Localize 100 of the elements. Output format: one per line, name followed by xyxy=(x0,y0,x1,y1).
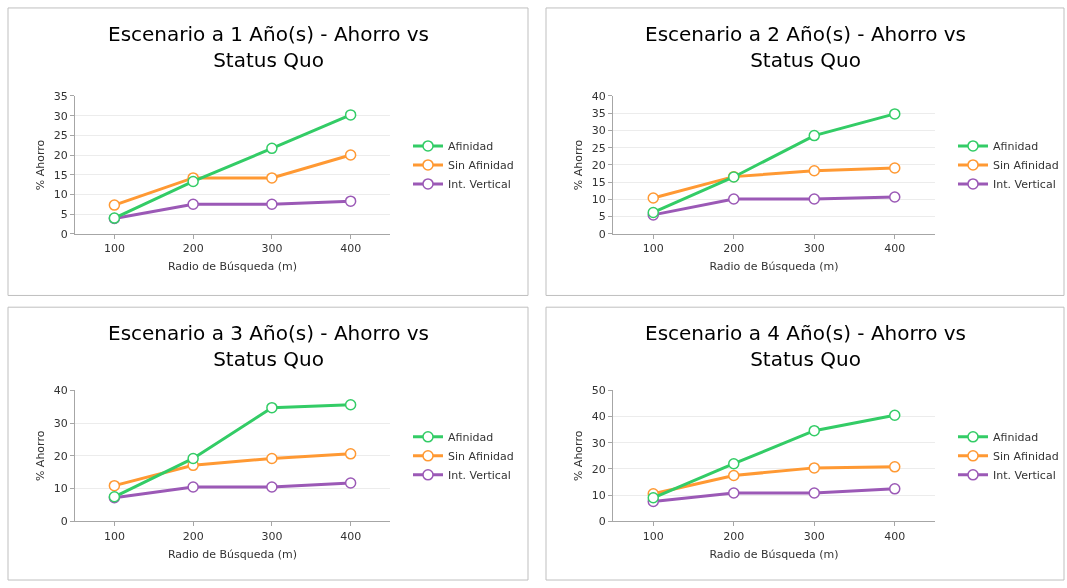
y-tick-label: 10 xyxy=(591,488,606,502)
y-tick-label: 0 xyxy=(60,227,68,241)
y-tick-label: 10 xyxy=(53,188,68,202)
point xyxy=(808,487,820,499)
x-tick-label: 400 xyxy=(340,242,362,256)
x-tick-label: 300 xyxy=(803,529,825,543)
y-axis-title: % Ahorro xyxy=(34,139,48,191)
x-axis-title: Radio de Búsqueda (m) xyxy=(167,547,298,561)
point xyxy=(808,165,820,177)
point xyxy=(344,448,357,460)
point xyxy=(889,409,901,421)
y-tick-label: 20 xyxy=(53,449,68,463)
y-tick-label: 5 xyxy=(598,210,606,224)
legend-label: Int. Vertical xyxy=(448,469,511,483)
legend-label: Int. Vertical xyxy=(448,178,511,192)
chart-title: Escenario a 2 Año(s) - Ahorro vs Status Quo xyxy=(645,22,967,72)
point xyxy=(344,109,357,121)
y-tick-label: 40 xyxy=(591,410,606,424)
x-tick-label: 400 xyxy=(884,242,906,256)
point xyxy=(808,129,820,142)
y-tick-label: 0 xyxy=(598,515,606,529)
x-tick-label: 100 xyxy=(642,242,664,256)
y-tick-label: 30 xyxy=(53,109,68,123)
legend-label: Sin Afinidad xyxy=(448,450,514,464)
y-tick-label: 20 xyxy=(591,462,606,476)
point xyxy=(889,162,901,174)
y-tick-label: 20 xyxy=(591,158,606,172)
legend-label: Sin Afinidad xyxy=(448,159,514,173)
legend-label: Int. Vertical xyxy=(993,178,1056,192)
chart-title: Escenario a 1 Año(s) - Ahorro vs Status Quo xyxy=(108,22,430,72)
y-tick-label: 20 xyxy=(53,148,68,162)
y-tick-label: 50 xyxy=(591,384,606,398)
point xyxy=(266,198,278,211)
point xyxy=(266,481,278,493)
x-tick-label: 100 xyxy=(642,529,664,543)
point xyxy=(647,192,659,204)
point xyxy=(344,398,357,411)
y-tick-label: 30 xyxy=(591,436,606,450)
x-tick-label: 300 xyxy=(803,242,825,256)
x-axis-title: Radio de Búsqueda (m) xyxy=(709,260,839,274)
point xyxy=(187,198,199,211)
point xyxy=(344,195,357,207)
point xyxy=(266,452,278,465)
y-tick-label: 0 xyxy=(60,515,68,529)
x-tick-label: 200 xyxy=(723,529,745,543)
point xyxy=(889,191,901,203)
y-tick-label: 10 xyxy=(53,482,68,496)
x-axis-title: Radio de Búsqueda (m) xyxy=(709,547,839,561)
legend-label: Sin Afinidad xyxy=(993,450,1059,464)
point xyxy=(108,199,121,211)
y-tick-label: 10 xyxy=(591,193,606,207)
point xyxy=(728,487,740,499)
y-tick-label: 5 xyxy=(60,208,68,222)
point xyxy=(889,461,901,473)
y-axis-title: % Ahorro xyxy=(572,430,586,482)
point xyxy=(344,477,357,489)
point xyxy=(808,193,820,205)
y-tick-label: 25 xyxy=(53,129,68,143)
y-tick-label: 40 xyxy=(591,89,606,103)
x-tick-label: 200 xyxy=(723,242,745,256)
point xyxy=(266,172,278,184)
legend-label: Sin Afinidad xyxy=(993,159,1059,173)
x-tick-label: 200 xyxy=(182,529,204,543)
y-tick-label: 40 xyxy=(53,384,68,398)
legend-label: Afinidad xyxy=(993,140,1039,154)
legend-label: Afinidad xyxy=(993,431,1039,445)
y-tick-label: 0 xyxy=(598,227,606,241)
y-tick-label: 35 xyxy=(53,89,68,103)
legend-label: Afinidad xyxy=(448,140,494,154)
point xyxy=(728,193,740,205)
y-tick-label: 15 xyxy=(591,176,606,189)
chart-title: Escenario a 4 Año(s) - Ahorro vs Status Quo xyxy=(645,321,967,371)
x-tick-label: 100 xyxy=(103,529,125,543)
point xyxy=(187,175,199,188)
point xyxy=(187,452,199,465)
x-tick-label: 400 xyxy=(884,529,906,543)
x-tick-label: 300 xyxy=(261,529,283,543)
y-tick-label: 25 xyxy=(591,141,606,155)
point xyxy=(728,469,740,482)
point xyxy=(266,401,278,414)
chart-title: Escenario a 3 Año(s) - Ahorro vs Status Quo xyxy=(108,321,430,371)
y-axis-title: % Ahorro xyxy=(34,430,48,482)
y-tick-label: 15 xyxy=(53,168,68,182)
point xyxy=(344,149,357,161)
legend-label: Afinidad xyxy=(448,431,494,445)
point xyxy=(728,457,740,470)
point xyxy=(187,481,199,493)
legend-label: Int. Vertical xyxy=(993,469,1056,483)
x-tick-label: 100 xyxy=(103,242,125,256)
x-axis-title: Radio de Búsqueda (m) xyxy=(167,260,298,274)
point xyxy=(108,479,121,492)
point xyxy=(266,142,278,155)
y-axis-title: % Ahorro xyxy=(572,139,586,191)
point xyxy=(647,492,659,504)
x-tick-label: 200 xyxy=(182,242,204,256)
x-tick-label: 300 xyxy=(261,242,283,256)
point xyxy=(808,424,820,437)
x-tick-label: 400 xyxy=(340,529,362,543)
point xyxy=(889,108,901,120)
y-tick-label: 30 xyxy=(53,416,68,430)
